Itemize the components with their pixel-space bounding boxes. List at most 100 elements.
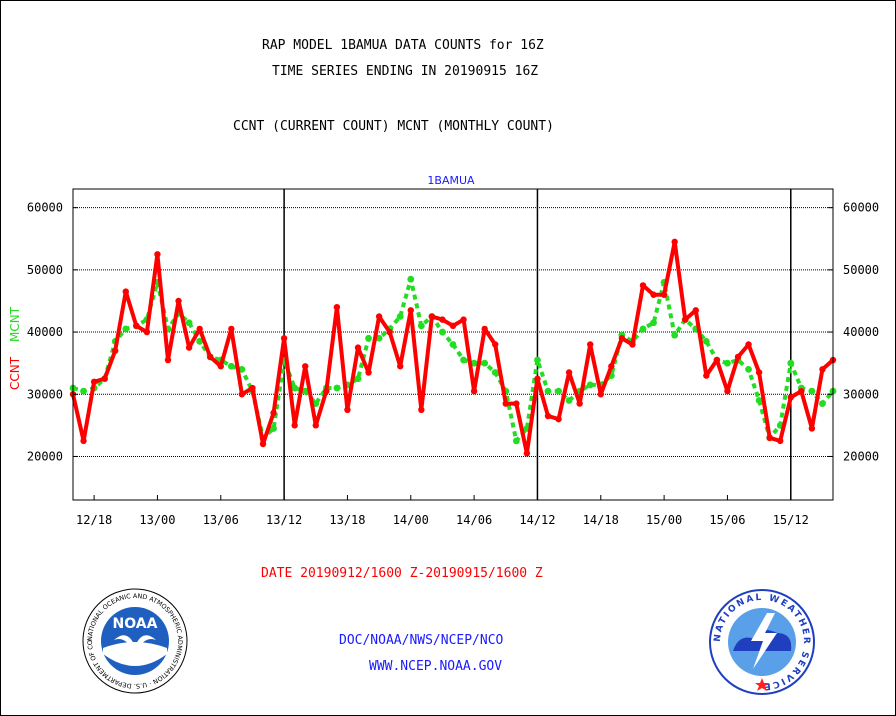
data-point-ccnt xyxy=(671,238,678,246)
data-point-mcnt xyxy=(417,322,425,330)
data-point-ccnt xyxy=(175,297,182,305)
data-point-ccnt xyxy=(682,316,689,323)
data-point-ccnt xyxy=(122,288,129,295)
data-point-ccnt xyxy=(270,409,277,417)
data-point-ccnt xyxy=(428,313,436,320)
data-point-ccnt xyxy=(745,341,752,348)
data-point-ccnt xyxy=(196,325,203,333)
chart-title: 1BAMUA xyxy=(427,174,475,187)
y-tick-label-right: 30000 xyxy=(843,387,879,401)
x-tick-label: 13/18 xyxy=(329,513,365,527)
x-tick-label: 15/06 xyxy=(709,513,745,527)
data-point-ccnt xyxy=(724,387,731,395)
data-point-mcnt xyxy=(787,359,795,367)
data-point-ccnt xyxy=(492,341,499,348)
data-point-ccnt xyxy=(639,282,647,289)
data-point-ccnt xyxy=(587,341,594,348)
y-axis-label-ccnt: CCNT xyxy=(8,356,22,390)
data-point-ccnt xyxy=(365,369,372,376)
data-point-ccnt xyxy=(280,335,288,342)
data-point-ccnt xyxy=(576,400,583,407)
data-point-ccnt xyxy=(291,422,298,429)
y-axis-label: CCNT MCNT xyxy=(8,306,22,390)
y-tick-label-left: 30000 xyxy=(27,387,63,401)
data-point-ccnt xyxy=(808,425,816,432)
data-point-ccnt xyxy=(597,391,604,398)
data-point-mcnt xyxy=(512,437,520,445)
data-point-mcnt xyxy=(365,334,372,342)
x-tick-label: 13/00 xyxy=(139,513,175,527)
header-subtitle: CCNT (CURRENT COUNT) MCNT (MONTHLY COUNT… xyxy=(233,119,554,134)
data-point-mcnt xyxy=(460,356,467,364)
data-point-ccnt xyxy=(703,372,710,379)
data-point-ccnt xyxy=(101,375,108,382)
data-point-mcnt xyxy=(481,359,489,367)
y-tick-label-right: 60000 xyxy=(843,201,879,215)
data-point-mcnt xyxy=(470,359,478,367)
data-point-ccnt xyxy=(650,291,657,298)
data-point-ccnt xyxy=(608,363,615,370)
data-point-ccnt xyxy=(228,325,235,333)
data-point-ccnt xyxy=(164,356,172,364)
x-tick-label: 14/12 xyxy=(519,513,555,527)
data-point-ccnt xyxy=(323,387,330,395)
data-point-mcnt xyxy=(808,387,816,395)
data-point-ccnt xyxy=(344,406,351,414)
data-point-mcnt xyxy=(755,397,763,404)
data-point-mcnt xyxy=(185,319,193,327)
x-tick-label: 13/12 xyxy=(266,513,302,527)
data-point-ccnt xyxy=(249,384,256,392)
data-point-mcnt xyxy=(702,337,710,345)
y-axis-label-mcnt: MCNT xyxy=(8,306,22,342)
data-point-mcnt xyxy=(407,275,415,283)
data-point-mcnt xyxy=(724,359,731,367)
data-point-ccnt xyxy=(397,363,404,370)
x-tick-label: 14/00 xyxy=(393,513,429,527)
data-point-ccnt xyxy=(460,316,467,323)
data-point-mcnt xyxy=(301,387,309,395)
data-point-mcnt xyxy=(555,387,562,395)
data-point-mcnt xyxy=(439,328,446,336)
header-title-line1: RAP MODEL 1BAMUA DATA COUNTS for 16Z xyxy=(262,38,544,53)
data-point-ccnt xyxy=(555,415,562,423)
y-tick-label-left: 60000 xyxy=(27,201,63,215)
data-point-ccnt xyxy=(766,434,773,441)
data-point-mcnt xyxy=(565,397,573,404)
data-point-ccnt xyxy=(513,400,520,407)
data-point-ccnt xyxy=(534,375,541,382)
date-range-label: DATE 20190912/1600 Z-20190915/1600 Z xyxy=(261,566,543,581)
axis-layer: 20000 20000 30000 30000 40000 40000 50000 50000… xyxy=(27,201,879,527)
data-point-ccnt xyxy=(439,316,446,323)
data-point-ccnt xyxy=(755,369,763,376)
series-layer xyxy=(69,238,837,457)
data-point-mcnt xyxy=(122,325,130,333)
data-point-ccnt xyxy=(418,406,425,414)
data-point-ccnt xyxy=(819,366,826,373)
data-point-mcnt xyxy=(396,313,404,320)
data-point-mcnt xyxy=(354,375,362,383)
data-point-mcnt xyxy=(491,369,499,376)
data-point-ccnt xyxy=(375,313,383,320)
data-point-mcnt xyxy=(196,337,204,345)
data-point-mcnt xyxy=(238,365,246,373)
data-point-mcnt xyxy=(291,384,299,392)
y-tick-label-right: 50000 xyxy=(843,263,879,277)
data-point-ccnt xyxy=(629,341,636,348)
data-point-mcnt xyxy=(270,425,277,432)
x-tick-label: 15/12 xyxy=(773,513,809,527)
data-point-ccnt xyxy=(481,325,488,333)
header-title-line2: TIME SERIES ENDING IN 20190915 16Z xyxy=(272,64,539,79)
noaa-wordmark: NOAA xyxy=(113,616,158,632)
data-point-ccnt xyxy=(302,363,309,370)
website-link[interactable]: WWW.NCEP.NOAA.GOV xyxy=(369,659,503,674)
y-tick-label-left: 20000 xyxy=(27,449,63,463)
org-label: DOC/NOAA/NWS/NCEP/NCO xyxy=(339,633,504,648)
data-point-ccnt xyxy=(185,344,193,351)
data-point-ccnt xyxy=(133,322,140,330)
data-point-mcnt xyxy=(80,387,87,395)
noaa-logo: NATIONAL OCEANIC AND ATMOSPHERIC ADMINIS… xyxy=(82,588,188,694)
data-point-mcnt xyxy=(544,387,552,395)
y-tick-label-right: 40000 xyxy=(843,325,879,339)
data-point-ccnt xyxy=(238,391,246,398)
